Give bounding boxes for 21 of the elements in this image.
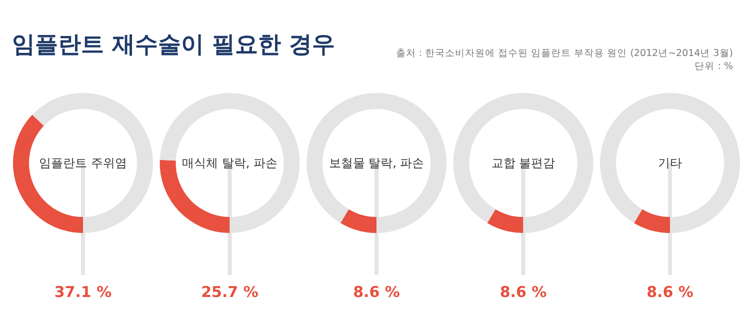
text: 교합 불편감 — [491, 156, 556, 170]
chart-title: 임플란트 재수술이 필요한 경우 — [12, 32, 336, 58]
donut-slice — [487, 209, 524, 233]
data-label: 8.6 % — [353, 283, 400, 301]
text: 보철물 탈락, 파손 — [328, 156, 424, 170]
donut-slice — [453, 93, 594, 233]
text: 임플란트 주위염 — [39, 156, 127, 170]
text: 매식체 탈락, 파손 — [182, 156, 278, 170]
data-label: 8.6 % — [646, 283, 694, 301]
data-label: 25.7 % — [201, 283, 258, 301]
donut-slice — [634, 209, 670, 233]
text: 단위 : % — [694, 61, 733, 72]
donut-slice — [160, 93, 300, 233]
data-label: 8.6 % — [500, 283, 547, 301]
data-label: 37.1 % — [54, 283, 112, 301]
donut-slice — [306, 93, 446, 233]
donut-slice — [340, 209, 376, 233]
text: 기타 — [658, 156, 682, 170]
donut-slice — [32, 93, 153, 233]
source-note: 출처 : 한국소비자원에 접수된 임플란트 부작용 원인 (2012년~2014년 3월) — [396, 48, 733, 59]
donut-slice — [600, 93, 740, 233]
